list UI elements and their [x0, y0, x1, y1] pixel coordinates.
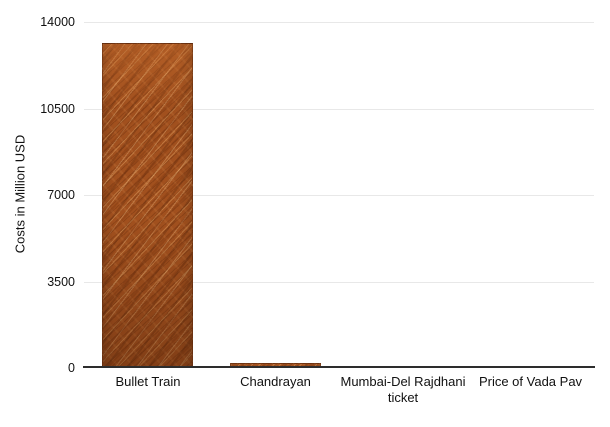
x-category-label-2: Chandrayan — [240, 374, 311, 389]
y-tick-label-0: 0 — [68, 361, 75, 375]
x-category-label-3: Mumbai-Del Rajdhani ticket — [340, 374, 466, 405]
bar-bullet-train — [102, 43, 194, 368]
x-category-label-1: Bullet Train — [115, 374, 181, 389]
x-category-label-4: Price of Vada Pav — [478, 374, 583, 389]
y-tick-label-10500: 10500 — [40, 101, 75, 116]
y-tick-label-7000: 7000 — [47, 188, 75, 202]
gridline-y-7000 — [84, 195, 594, 196]
gridline-y-10500 — [84, 108, 594, 110]
x-axis-line — [83, 366, 595, 368]
y-tick-label-3500: 3500 — [47, 274, 75, 289]
gridline-y-3500 — [84, 281, 594, 283]
plot-area — [84, 22, 594, 368]
y-tick-label-14000: 14000 — [40, 15, 75, 29]
gridline-y-14000 — [84, 22, 594, 23]
